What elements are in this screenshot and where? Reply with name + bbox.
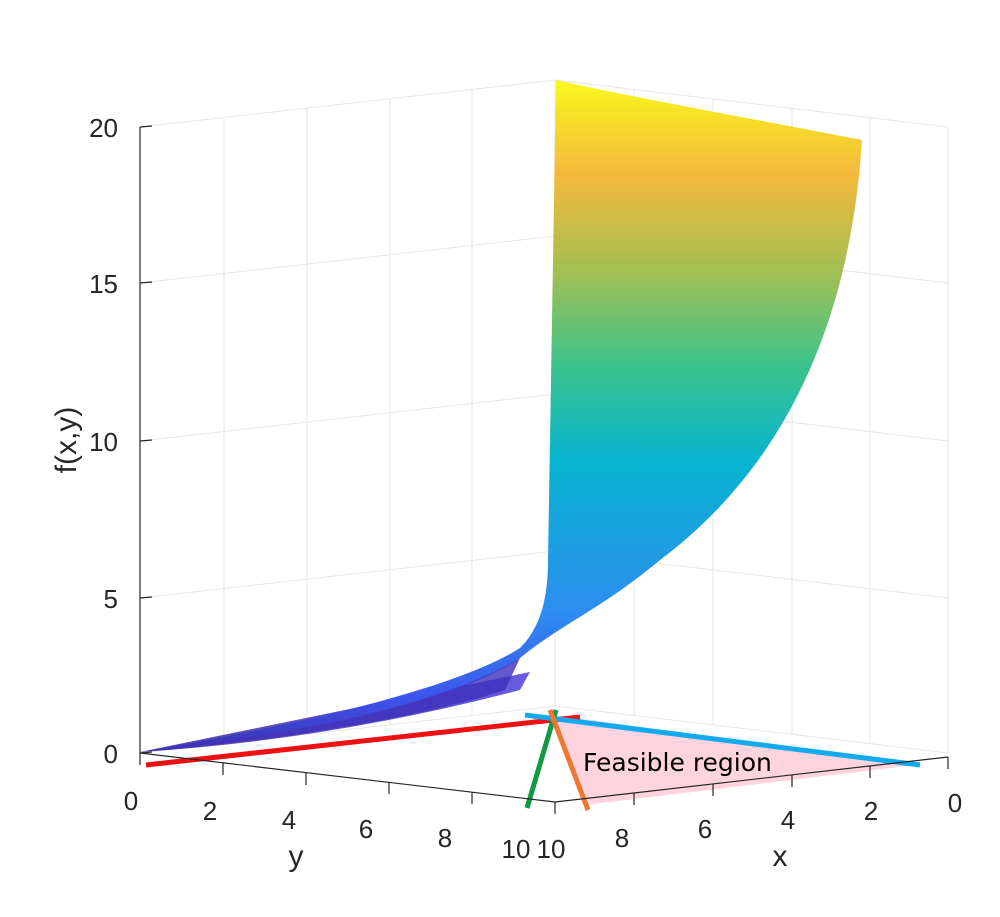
surface-shadow-fold bbox=[140, 658, 520, 752]
x-axis-label: x bbox=[773, 840, 788, 873]
x-tick-marks bbox=[633, 757, 949, 805]
feasible-region-label: Feasible region bbox=[583, 748, 772, 777]
z-tick-label: 10 bbox=[89, 427, 118, 457]
feasible-region bbox=[555, 715, 915, 805]
y-tick-label: 0 bbox=[124, 786, 138, 816]
constraint-line-blue bbox=[524, 712, 921, 768]
x-tick-label: 8 bbox=[615, 823, 629, 853]
x-tick-label: 4 bbox=[781, 805, 795, 835]
z-tick-marks bbox=[139, 125, 153, 754]
z-tick-label: 0 bbox=[104, 739, 118, 769]
y-tick-label: 4 bbox=[282, 805, 296, 835]
y-tick-label: 2 bbox=[203, 796, 217, 826]
y-axis-label: y bbox=[289, 840, 304, 873]
constraint-line-red bbox=[145, 714, 581, 768]
axes bbox=[139, 127, 949, 803]
constraint-line-green bbox=[524, 709, 559, 809]
z-tick-label: 5 bbox=[104, 584, 118, 614]
surface-mesh bbox=[140, 80, 862, 752]
z-tick-label: 15 bbox=[89, 269, 118, 299]
x-tick-label: 0 bbox=[948, 788, 962, 818]
y-tick-label: 8 bbox=[438, 823, 452, 853]
x-tick-label: 2 bbox=[864, 796, 878, 826]
x-tick-label: 10 bbox=[537, 834, 566, 864]
x-tick-label: 6 bbox=[698, 814, 712, 844]
y-tick-marks bbox=[139, 753, 556, 814]
z-tick-label: 20 bbox=[89, 113, 118, 143]
z-axis-label: f(x,y) bbox=[50, 407, 83, 474]
y-tick-label: 6 bbox=[359, 814, 373, 844]
constraint-line-orange bbox=[547, 709, 591, 811]
y-tick-label: 10 bbox=[502, 834, 531, 864]
